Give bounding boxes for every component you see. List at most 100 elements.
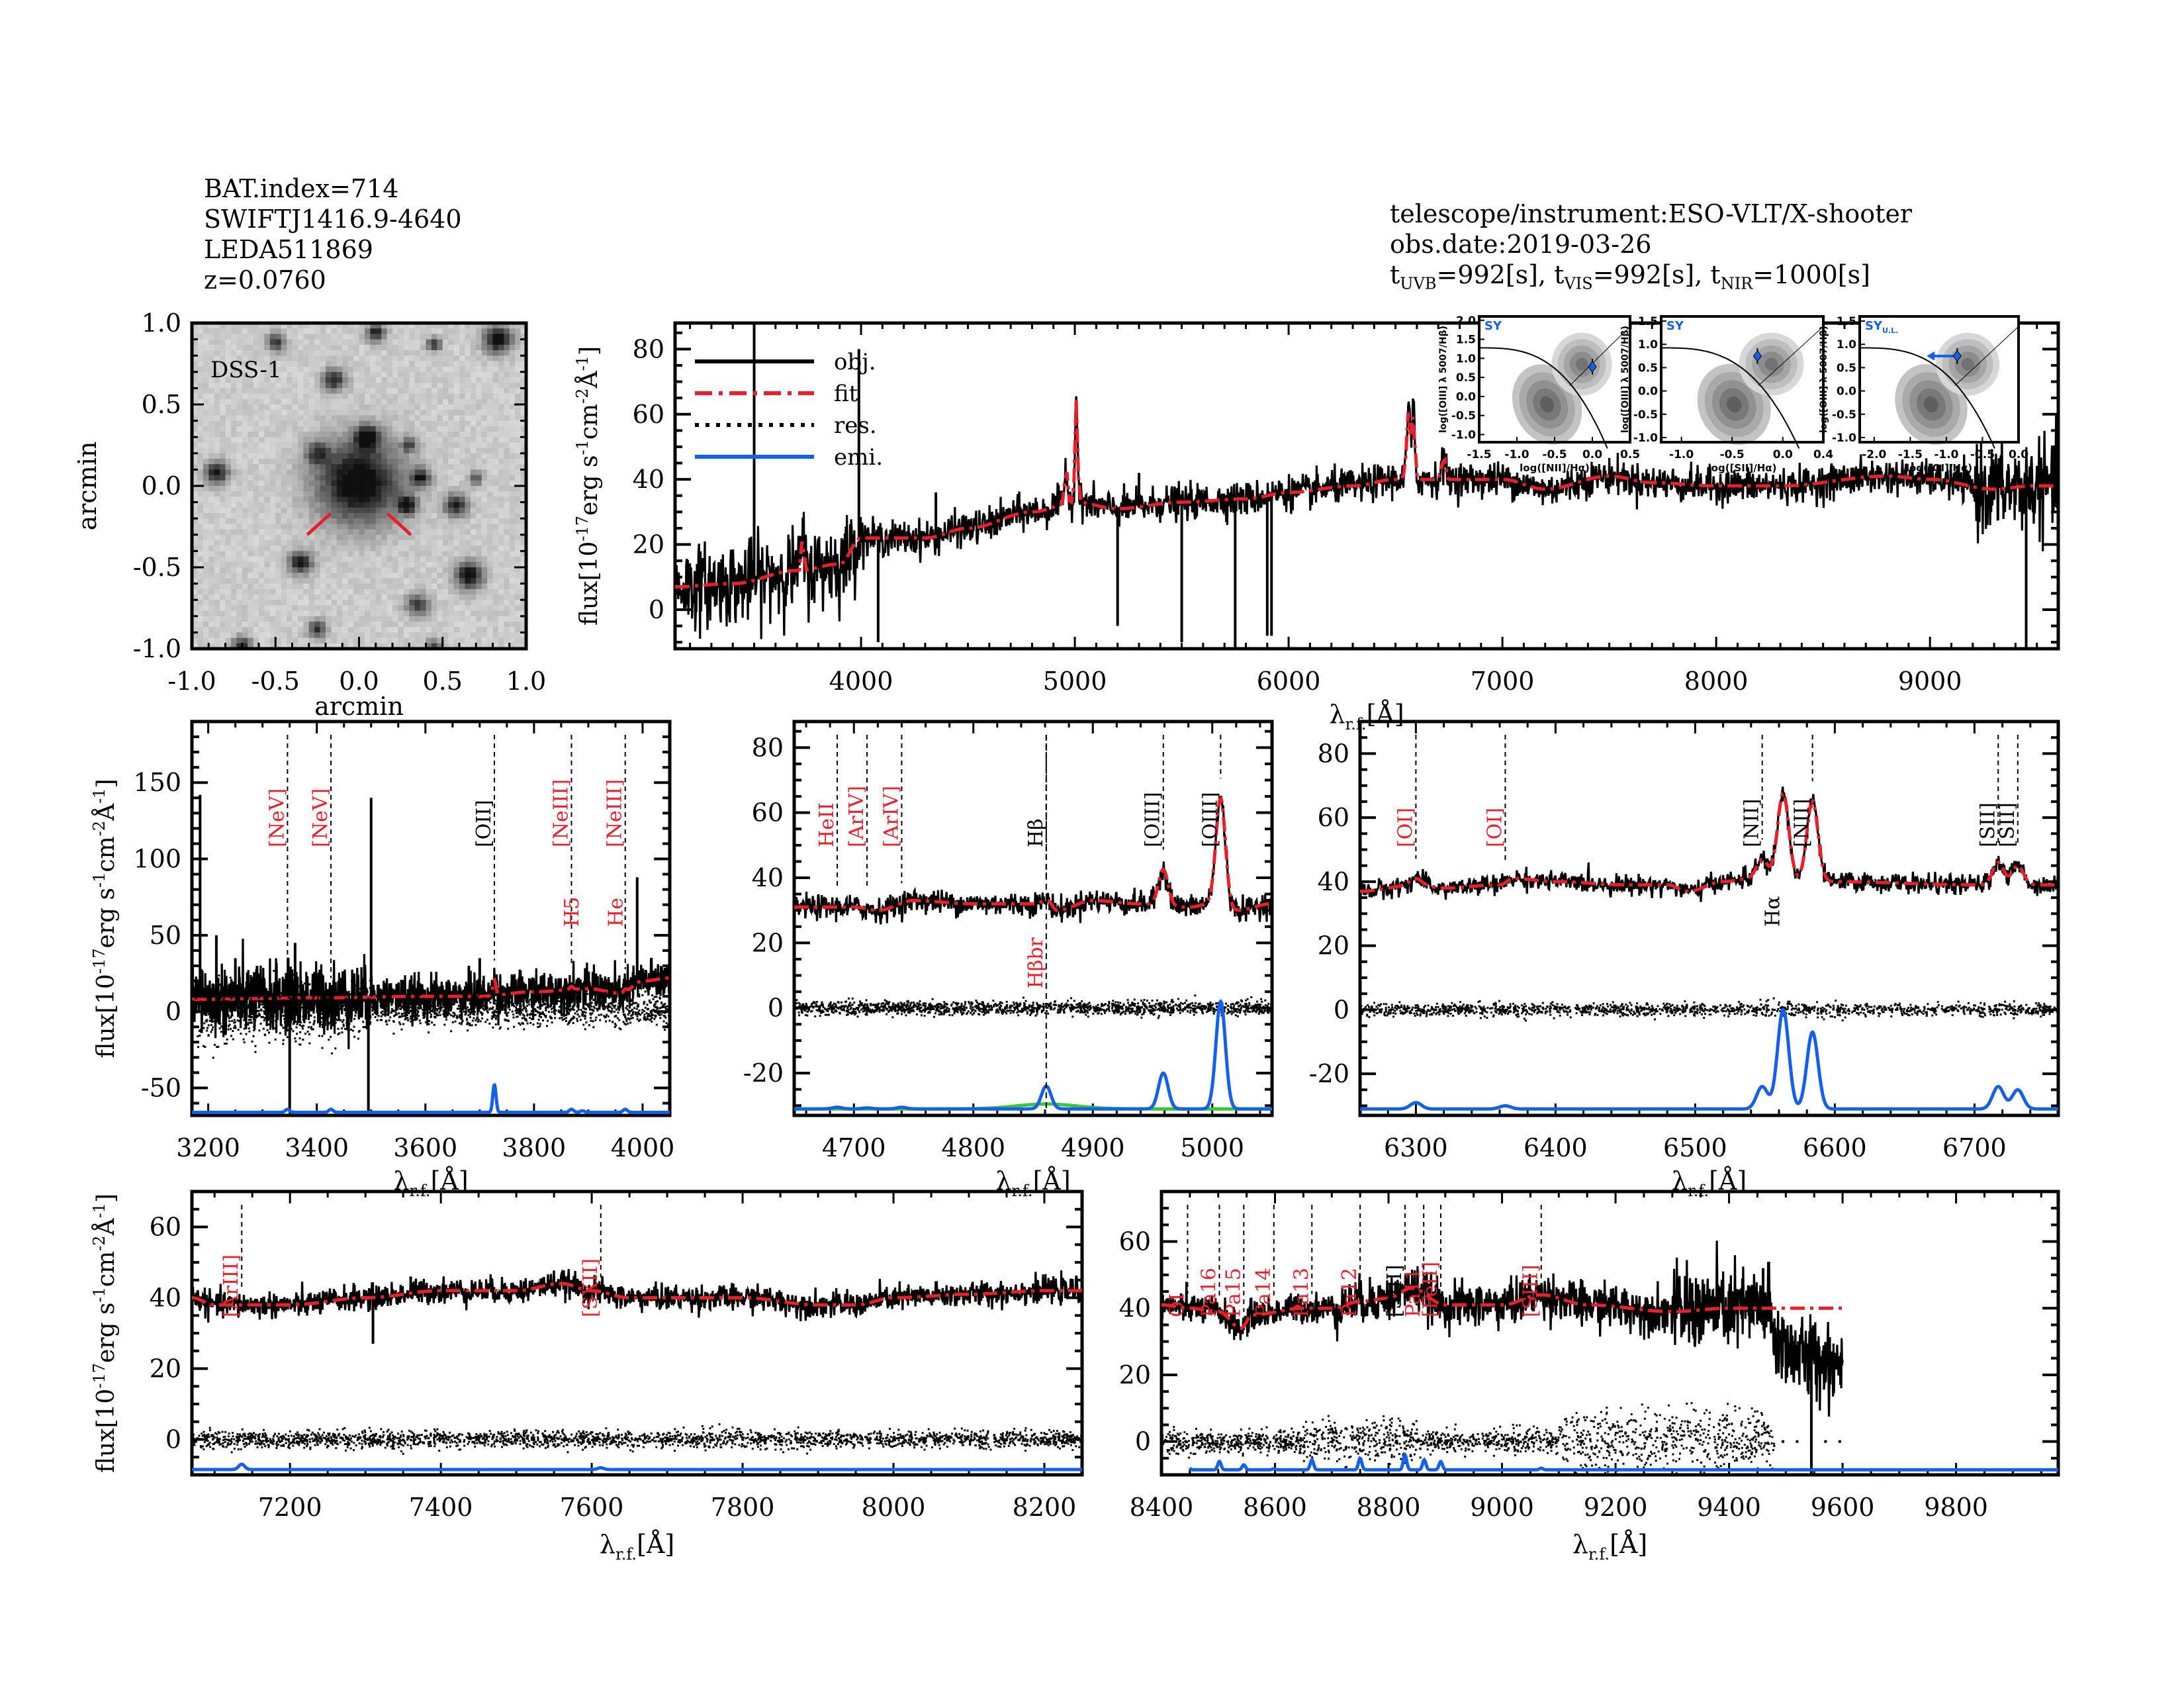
- image-pixel: [303, 480, 310, 487]
- image-pixel: [314, 551, 321, 557]
- image-pixel: [297, 480, 304, 487]
- image-pixel: [465, 344, 471, 351]
- image-pixel: [259, 567, 265, 573]
- image-pixel: [259, 420, 265, 427]
- image-pixel: [297, 399, 304, 405]
- residual-point: [192, 1000, 194, 1002]
- image-pixel: [214, 393, 220, 400]
- residual-point: [281, 1006, 283, 1009]
- image-pixel: [264, 366, 271, 373]
- image-pixel: [426, 600, 432, 606]
- image-pixel: [437, 355, 443, 361]
- image-pixel: [370, 447, 377, 454]
- image-pixel: [269, 469, 276, 476]
- image-pixel: [336, 605, 343, 612]
- image-pixel: [353, 366, 360, 373]
- image-pixel: [269, 361, 276, 367]
- image-pixel: [287, 610, 293, 617]
- image-pixel: [364, 383, 371, 389]
- residual-point: [227, 1014, 230, 1017]
- image-pixel: [336, 507, 343, 514]
- residual-point: [490, 994, 493, 997]
- image-pixel: [431, 393, 437, 400]
- image-pixel: [314, 486, 321, 492]
- image-pixel: [364, 524, 371, 530]
- image-pixel: [431, 459, 437, 465]
- image-pixel: [520, 388, 526, 395]
- image-pixel: [314, 371, 321, 378]
- residual-point: [284, 1020, 287, 1023]
- image-pixel: [420, 442, 427, 449]
- image-pixel: [459, 513, 466, 519]
- image-pixel: [498, 600, 504, 606]
- image-pixel: [392, 561, 399, 568]
- image-pixel: [459, 366, 466, 373]
- image-pixel: [448, 344, 455, 351]
- image-pixel: [303, 513, 310, 519]
- image-pixel: [487, 377, 494, 383]
- residual-point: [416, 1017, 418, 1019]
- image-pixel: [303, 605, 310, 612]
- image-pixel: [387, 627, 393, 633]
- residual-point: [227, 1025, 230, 1027]
- image-pixel: [420, 404, 427, 410]
- image-pixel: [476, 600, 482, 606]
- image-pixel: [230, 388, 237, 395]
- image-pixel: [431, 502, 437, 508]
- image-pixel: [248, 545, 254, 551]
- image-pixel: [420, 502, 427, 508]
- image-pixel: [214, 399, 220, 405]
- image-pixel: [336, 453, 343, 459]
- image-pixel: [381, 447, 388, 454]
- image-pixel: [387, 453, 393, 459]
- image-pixel: [403, 637, 410, 644]
- image-pixel: [303, 453, 310, 459]
- residual-point: [324, 1009, 326, 1011]
- x-tick-label: 0.0: [339, 667, 379, 696]
- residual-point: [263, 1017, 266, 1019]
- image-pixel: [342, 616, 349, 622]
- image-pixel: [414, 486, 421, 492]
- image-pixel: [492, 486, 499, 492]
- image-pixel: [509, 496, 516, 503]
- image-pixel: [320, 323, 326, 329]
- image-pixel: [403, 573, 410, 579]
- image-pixel: [259, 545, 265, 551]
- image-pixel: [381, 328, 388, 334]
- image-pixel: [370, 496, 377, 503]
- image-pixel: [320, 588, 326, 595]
- image-pixel: [364, 605, 371, 612]
- residual-point: [443, 1023, 446, 1026]
- residual-point: [570, 994, 572, 996]
- image-pixel: [230, 469, 237, 476]
- image-pixel: [259, 578, 265, 585]
- image-pixel: [431, 486, 437, 492]
- image-pixel: [230, 545, 237, 551]
- image-pixel: [220, 540, 226, 546]
- image-pixel: [292, 453, 298, 459]
- residual-point: [641, 1011, 643, 1014]
- image-pixel: [392, 573, 399, 579]
- image-pixel: [498, 605, 504, 612]
- residual-point: [619, 1028, 622, 1031]
- image-pixel: [236, 388, 243, 395]
- image-pixel: [292, 594, 298, 600]
- image-pixel: [515, 410, 522, 416]
- residual-point: [322, 1011, 325, 1013]
- image-pixel: [264, 393, 271, 400]
- image-pixel: [387, 393, 393, 400]
- image-pixel: [292, 399, 298, 405]
- image-pixel: [236, 350, 243, 356]
- image-pixel: [392, 447, 399, 454]
- residual-point: [369, 979, 371, 982]
- image-pixel: [481, 355, 488, 361]
- image-pixel: [287, 561, 293, 568]
- image-pixel: [331, 529, 338, 536]
- residual-point: [399, 1015, 402, 1018]
- image-pixel: [230, 551, 237, 557]
- image-pixel: [297, 588, 304, 595]
- residual-point: [224, 1007, 227, 1009]
- image-pixel: [275, 344, 282, 351]
- image-pixel: [326, 453, 332, 459]
